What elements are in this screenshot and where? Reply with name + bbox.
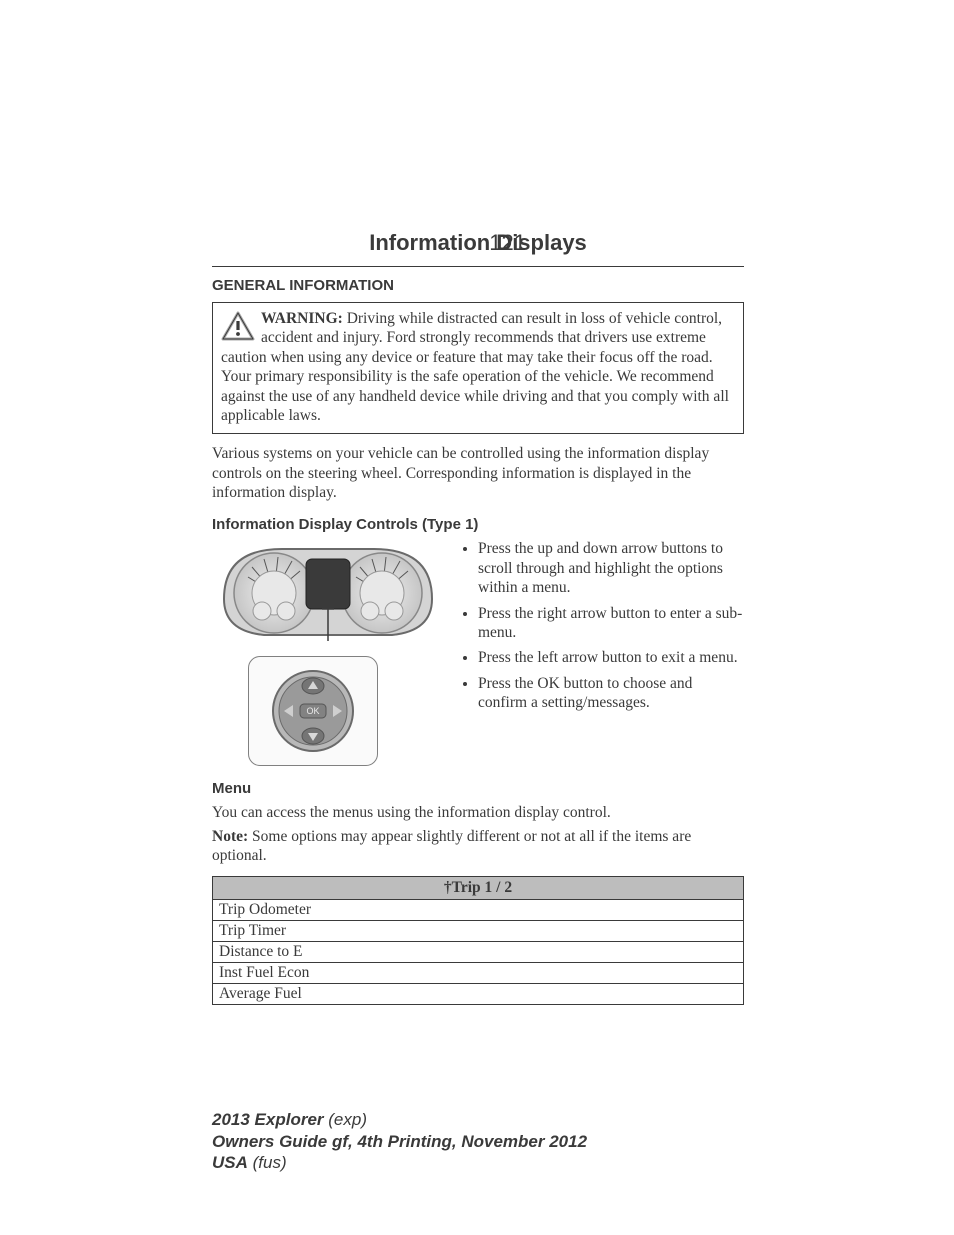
controls-bullet-list: Press the up and down arrow buttons to s…: [462, 539, 744, 766]
dpad-ok-label: OK: [306, 706, 319, 716]
section-heading-general: GENERAL INFORMATION: [212, 277, 744, 294]
footer-line-2: Owners Guide gf, 4th Printing, November …: [212, 1131, 587, 1152]
list-item: Press the left arrow button to exit a me…: [478, 648, 744, 667]
trip-table-header: †Trip 1 / 2: [213, 876, 744, 899]
warning-text: WARNING: Driving while distracted can re…: [221, 310, 729, 424]
warning-triangle-icon: [221, 311, 255, 341]
warning-label: WARNING:: [261, 310, 343, 327]
intro-paragraph: Various systems on your vehicle can be c…: [212, 444, 744, 502]
table-row: Average Fuel: [213, 983, 744, 1004]
footer-line-1: 2013 Explorer (exp): [212, 1109, 587, 1130]
footer-region: USA: [212, 1153, 248, 1172]
page-number: 121: [489, 230, 526, 256]
dpad-illustration: OK: [248, 656, 378, 766]
note-line: Note: Some options may appear slightly d…: [212, 827, 744, 866]
footer-model: 2013 Explorer: [212, 1110, 324, 1129]
controls-row: OK Press the up and down arrow buttons t…: [212, 539, 744, 766]
header-rule: [212, 266, 744, 267]
header-title: Information Displays: [369, 230, 587, 256]
warning-body: Driving while distracted can result in l…: [221, 310, 729, 424]
list-item: Press the right arrow button to enter a …: [478, 604, 744, 643]
menu-heading: Menu: [212, 780, 744, 797]
page-footer: 2013 Explorer (exp) Owners Guide gf, 4th…: [212, 1109, 587, 1173]
list-item: Press the up and down arrow buttons to s…: [478, 539, 744, 597]
table-row: Trip Odometer: [213, 899, 744, 920]
list-item: Press the OK button to choose and confir…: [478, 674, 744, 713]
dpad-icon: OK: [270, 668, 356, 754]
table-row: Distance to E: [213, 941, 744, 962]
note-text: Some options may appear slightly differe…: [212, 828, 691, 864]
footer-region-code: (fus): [253, 1153, 287, 1172]
warning-box: WARNING: Driving while distracted can re…: [212, 302, 744, 434]
table-row: Inst Fuel Econ: [213, 962, 744, 983]
table-row: Trip Timer: [213, 920, 744, 941]
page: Information Displays 121 GENERAL INFORMA…: [0, 0, 954, 1235]
footer-model-code: (exp): [328, 1110, 367, 1129]
controls-heading: Information Display Controls (Type 1): [212, 516, 744, 533]
trip-table: †Trip 1 / 2 Trip Odometer Trip Timer Dis…: [212, 876, 744, 1005]
note-label: Note:: [212, 828, 248, 845]
gauge-cluster-icon: [212, 539, 444, 645]
page-header: Information Displays 121: [212, 230, 744, 256]
menu-intro: You can access the menus using the infor…: [212, 803, 744, 822]
footer-line-3: USA (fus): [212, 1152, 587, 1173]
controls-illustration: OK: [212, 539, 450, 766]
